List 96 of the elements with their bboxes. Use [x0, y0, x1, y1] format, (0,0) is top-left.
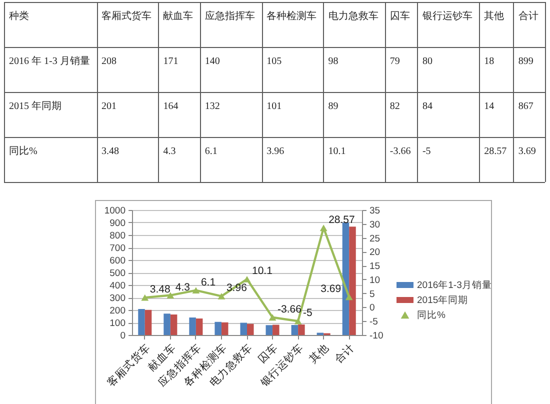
data-label: 28.57: [484, 146, 507, 157]
point: [243, 276, 251, 282]
y-tick-label: 400: [110, 280, 126, 292]
point: [141, 294, 149, 301]
y2-tick-label: -5: [370, 316, 378, 328]
y-tick-label: 500: [110, 268, 126, 279]
bar: [164, 314, 170, 335]
point: [294, 318, 302, 324]
point: [345, 294, 353, 300]
data-label: 82: [390, 101, 400, 112]
point: [320, 224, 328, 232]
category-label: 献血车: [163, 10, 194, 22]
y2-tick-label: 5: [370, 288, 375, 300]
y-tick-label: 900: [110, 218, 126, 229]
bar: [189, 318, 196, 335]
legend-label: 同比%: [417, 309, 446, 321]
bar: [138, 309, 145, 335]
bar: [196, 318, 203, 335]
x-tick-label: 其他: [306, 341, 332, 366]
data-label: 867: [518, 101, 534, 112]
y-tick-label: 0: [120, 330, 126, 342]
legend-label: 2015年同期: [417, 294, 468, 306]
text: 2015 年同期: [9, 100, 62, 112]
data-label: 4.3: [163, 146, 176, 157]
point: [192, 287, 200, 294]
data-label: 105: [266, 56, 282, 67]
data-label: 6.1: [204, 146, 218, 157]
bar: [291, 325, 298, 335]
text: 同比%: [9, 145, 38, 157]
y-tick-label: 200: [110, 306, 126, 316]
data-label: 3.69: [518, 146, 536, 157]
data-label: 171: [163, 56, 178, 67]
series-label: 2016 年 1-3 月销量: [9, 55, 90, 67]
category-label: 合计: [518, 10, 538, 22]
data-label: 6.1: [200, 276, 216, 288]
y-tick-label: 1000: [104, 206, 126, 216]
data-label: 4.3: [175, 281, 190, 294]
data-label: 10.1: [252, 265, 273, 278]
bar: [266, 325, 273, 335]
data-label: 28.57: [328, 214, 356, 226]
bar: [240, 322, 247, 335]
bar: [214, 322, 222, 335]
data-label: 201: [102, 101, 117, 112]
bar: [298, 324, 305, 335]
category-label: 应急指挥车: [204, 10, 255, 22]
bar: [221, 322, 228, 335]
bar: [272, 324, 280, 335]
category-label: 各种检测车: [266, 10, 317, 22]
bar: [349, 226, 356, 335]
text: 种类: [9, 10, 29, 22]
data-label: 208: [102, 56, 117, 67]
data-label: 10.1: [328, 146, 346, 157]
y-tick-label: 800: [110, 230, 126, 242]
data-label: -3.66: [390, 146, 411, 157]
data-label: 3.48: [150, 284, 170, 296]
category-label: 囚车: [390, 10, 410, 22]
data-label: 14: [484, 101, 494, 112]
y2-tick-label: 30: [370, 219, 380, 230]
category-label: 客厢式货车: [102, 10, 152, 22]
x-tick-label: 合计: [332, 341, 357, 366]
point: [166, 292, 174, 298]
data-label: 899: [518, 56, 534, 67]
y2-tick-label: -10: [370, 330, 384, 342]
data-label: 89: [328, 101, 338, 112]
y-tick-label: 700: [110, 243, 126, 254]
category-label: 其他: [484, 10, 504, 22]
data-label: 84: [422, 101, 432, 112]
category-label: 电力急救车: [328, 10, 378, 22]
data-label: 101: [266, 101, 282, 112]
bar: [170, 314, 178, 335]
data-label: 3.69: [320, 282, 342, 295]
y-tick-label: 300: [110, 293, 126, 304]
data-label: 3.96: [266, 146, 284, 157]
data-label: 79: [390, 56, 400, 67]
y2-tick-label: 25: [370, 233, 380, 244]
y2-tick-label: 15: [370, 261, 380, 272]
data-label: 98: [328, 56, 338, 67]
bar: [144, 310, 152, 335]
data-label: 164: [163, 101, 178, 112]
category-label: 银行运钞车: [421, 10, 472, 22]
point: [268, 314, 276, 321]
y2-tick-label: 0: [370, 302, 375, 314]
y-tick-label: 600: [110, 256, 126, 266]
y2-tick-label: 35: [370, 206, 380, 216]
data-label: -5: [303, 307, 313, 320]
data-label: 3.48: [102, 146, 120, 157]
data-label: 80: [422, 56, 432, 67]
bar: [247, 324, 254, 335]
y2-tick-label: 20: [370, 247, 380, 258]
data-label: 132: [204, 101, 220, 112]
data-label: 18: [484, 56, 494, 67]
y2-tick-label: 10: [370, 274, 380, 286]
data-label: -5: [422, 146, 431, 157]
y-tick-label: 100: [110, 318, 126, 329]
point: [218, 293, 226, 300]
data-label: 140: [204, 56, 220, 67]
